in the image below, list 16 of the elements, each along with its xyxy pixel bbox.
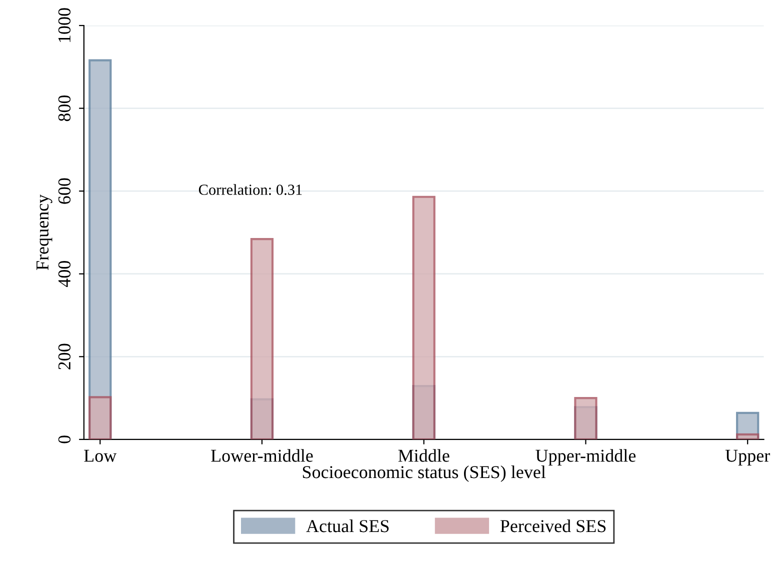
legend-label: Actual SES — [306, 519, 389, 532]
y-tick-label: 800 — [58, 95, 71, 122]
x-axis-title: Socioeconomic status (SES) level — [302, 466, 546, 482]
y-tick-label: 1000 — [58, 8, 71, 42]
y-tick-label: 400 — [58, 261, 71, 288]
y-tick-label: 0 — [58, 436, 71, 444]
x-tick-label: Upper — [725, 450, 770, 466]
x-tick-label: Lower-middle — [211, 449, 313, 462]
x-tick-label: Middle — [398, 449, 450, 462]
legend-label: Perceived SES — [500, 519, 606, 532]
y-axis-title: Frequency — [36, 194, 52, 270]
y-tick-label: 200 — [58, 344, 71, 370]
x-tick-label: Low — [84, 450, 117, 462]
y-tick-label: 600 — [58, 178, 71, 204]
annotation: Correlation: 0.31 — [198, 184, 302, 195]
x-tick-label: Upper-middle — [536, 449, 636, 466]
